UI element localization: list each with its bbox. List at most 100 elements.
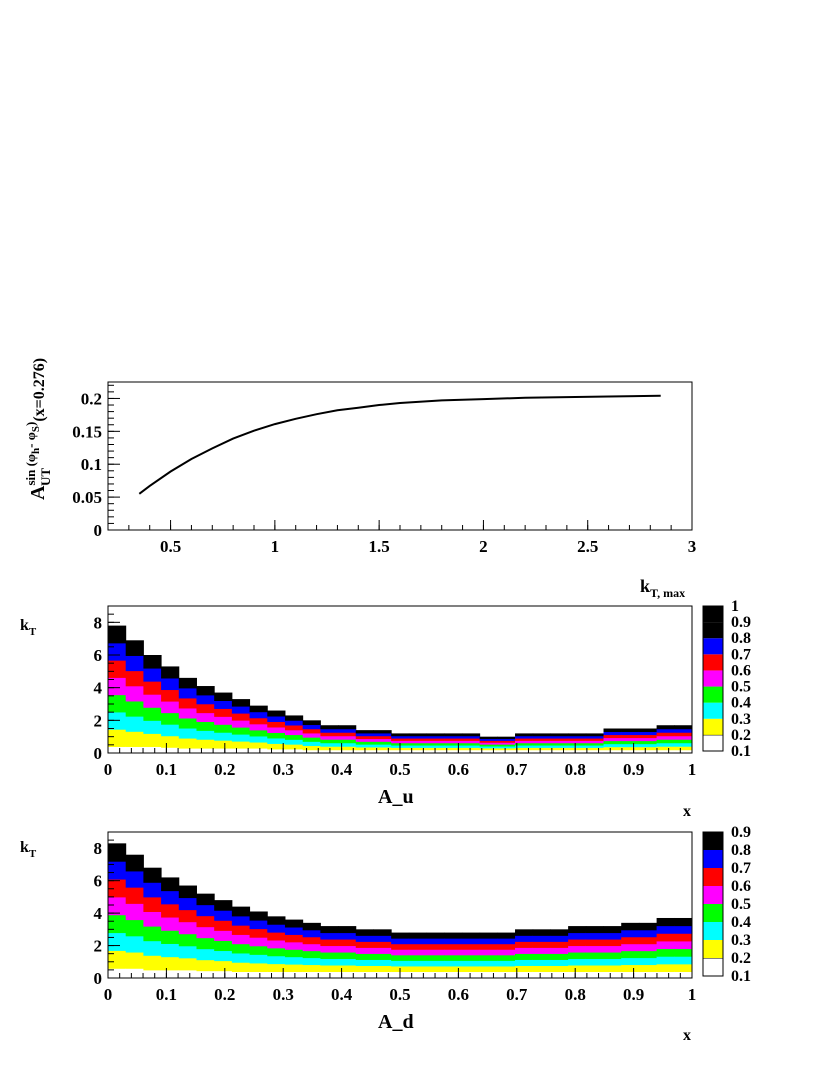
heatmap-cell — [143, 867, 162, 883]
heatmap-cell — [249, 717, 268, 725]
heatmap-cell — [284, 949, 304, 958]
heatmap-cell — [603, 737, 622, 742]
heatmap-cell — [550, 749, 569, 753]
heatmap-cell — [108, 694, 127, 713]
heatmap-cell — [621, 971, 640, 978]
heatmap-cell — [444, 733, 463, 737]
x-axis-label: x — [683, 1027, 691, 1044]
heatmap-cell — [444, 949, 463, 956]
heatmap-cell — [125, 746, 144, 753]
x-tick-label: 2.5 — [577, 537, 598, 556]
heatmap-cell — [231, 706, 251, 714]
colorbar-label: 0.1 — [731, 743, 751, 760]
colorbar-label: 0.2 — [731, 950, 751, 967]
heatmap-cell — [391, 960, 410, 967]
heatmap-cell — [479, 746, 498, 749]
heatmap-cell — [532, 947, 551, 954]
heatmap-cell — [426, 943, 445, 950]
heatmap-cell — [267, 963, 286, 973]
heatmap-cell — [408, 749, 428, 753]
heatmap-cell — [497, 954, 516, 961]
heatmap-cell — [284, 964, 304, 973]
heatmap-cell — [532, 747, 551, 751]
y-tick-label: 4 — [94, 904, 103, 923]
heatmap-cell — [143, 940, 162, 956]
heatmap-cell — [302, 929, 321, 938]
colorbar-label: 0.4 — [731, 914, 751, 931]
x-tick-label: 0.3 — [273, 760, 294, 779]
heatmap-cell — [497, 740, 516, 743]
heatmap-cell — [161, 724, 180, 737]
heatmap-cell — [585, 742, 605, 746]
heatmap-cell — [515, 959, 534, 966]
heatmap-cell — [373, 735, 392, 740]
heatmap-cell — [408, 735, 428, 739]
heatmap-cell — [426, 738, 445, 741]
heatmap-cell — [585, 740, 605, 744]
heatmap-cell — [391, 932, 410, 939]
heatmap-cell — [515, 929, 534, 936]
heatmap-cell — [196, 721, 215, 731]
heatmap-cell — [108, 932, 127, 951]
heatmap-cell — [249, 971, 268, 978]
heatmap-cell — [656, 742, 675, 747]
heatmap-cell — [249, 742, 268, 749]
heatmap-cell — [444, 735, 463, 739]
colorbar-label: 0.9 — [731, 614, 751, 631]
heatmap-cell — [479, 938, 498, 945]
x-tick-label: 1 — [688, 760, 697, 779]
heatmap-cell — [284, 725, 304, 731]
svg-text:UT: UT — [38, 468, 53, 486]
heatmap-cell — [214, 940, 233, 952]
heatmap-cell — [125, 685, 144, 702]
heatmap-cell — [231, 952, 251, 963]
heatmap-cell — [196, 694, 215, 705]
heatmap-cell — [550, 953, 569, 960]
heatmap-cell — [320, 926, 339, 934]
heatmap-cell — [444, 965, 463, 973]
heatmap-cell — [143, 896, 162, 912]
heatmap-cell — [656, 963, 675, 973]
heatmap-cell — [355, 953, 374, 960]
heatmap-cell — [568, 749, 587, 753]
heatmap-cell — [267, 939, 286, 949]
heatmap-cell — [603, 734, 622, 739]
colorbar: 0.10.20.30.40.50.60.70.80.91 — [702, 598, 751, 760]
heatmap-cell — [656, 917, 675, 927]
colorbar-frame — [702, 605, 724, 752]
heatmap-cell — [108, 746, 127, 753]
heatmap-cell — [196, 926, 215, 939]
heatmap-cell — [497, 960, 516, 967]
heatmap-cell — [444, 738, 463, 741]
heatmap-cell — [515, 941, 534, 948]
colorbar-swatch — [703, 922, 723, 940]
heatmap-cell — [355, 959, 374, 966]
heatmap-cell — [178, 921, 197, 935]
heatmap-cell — [585, 965, 605, 973]
heatmap-cell — [391, 949, 410, 956]
heatmap-cell — [461, 943, 481, 950]
x-tick-label: 0.5 — [389, 985, 410, 1004]
heatmap-cell — [674, 925, 693, 934]
heatmap-cell — [603, 958, 622, 966]
heatmap-cell — [108, 843, 127, 862]
heatmap-cell — [196, 937, 215, 950]
heatmap-cell — [656, 728, 675, 733]
heatmap-cell — [267, 971, 286, 978]
colorbar-swatch — [702, 734, 724, 752]
heatmap-cell — [515, 947, 534, 954]
colorbar-swatch — [703, 670, 723, 687]
heatmap-cell — [621, 734, 640, 739]
heatmap-cell — [338, 965, 357, 973]
heatmap-cell — [196, 904, 215, 917]
heatmap-cell — [603, 952, 622, 960]
axis-ticks: 0.5 1 1.5 2 2.5 3 0 0.05 0.1 0.15 0.2 — [72, 384, 696, 556]
heatmap-cell — [338, 939, 357, 947]
heatmap-cell — [621, 950, 640, 959]
heatmap-cell — [284, 744, 304, 750]
heatmap-cell — [532, 740, 551, 744]
heatmap-cell — [214, 724, 233, 733]
heatmap-cell — [568, 952, 587, 960]
heatmap-cell — [638, 922, 658, 931]
